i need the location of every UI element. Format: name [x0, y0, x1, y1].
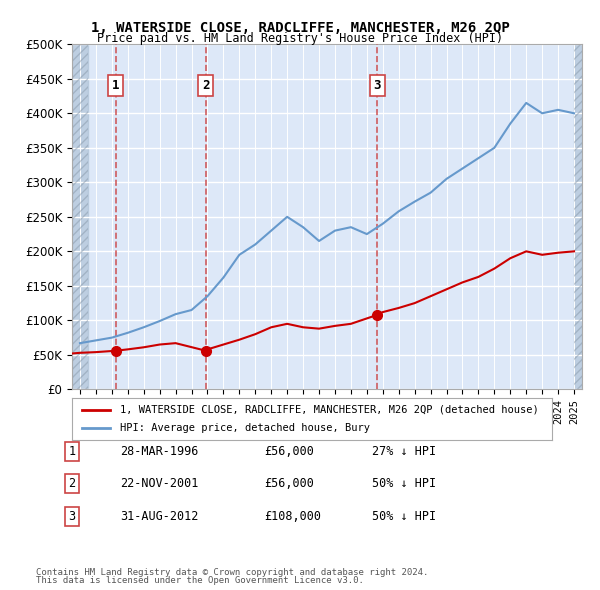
Text: 1, WATERSIDE CLOSE, RADCLIFFE, MANCHESTER, M26 2QP: 1, WATERSIDE CLOSE, RADCLIFFE, MANCHESTE…: [91, 21, 509, 35]
Text: 1: 1: [112, 79, 119, 92]
Text: 50% ↓ HPI: 50% ↓ HPI: [372, 477, 436, 490]
Text: Price paid vs. HM Land Registry's House Price Index (HPI): Price paid vs. HM Land Registry's House …: [97, 32, 503, 45]
Text: 1: 1: [68, 445, 76, 458]
Text: HPI: Average price, detached house, Bury: HPI: Average price, detached house, Bury: [120, 423, 370, 433]
Text: £56,000: £56,000: [264, 477, 314, 490]
Text: 27% ↓ HPI: 27% ↓ HPI: [372, 445, 436, 458]
Text: 31-AUG-2012: 31-AUG-2012: [120, 510, 199, 523]
Text: 3: 3: [374, 79, 381, 92]
Text: £56,000: £56,000: [264, 445, 314, 458]
Text: 2: 2: [68, 477, 76, 490]
Text: 2: 2: [202, 79, 209, 92]
Text: Contains HM Land Registry data © Crown copyright and database right 2024.: Contains HM Land Registry data © Crown c…: [36, 568, 428, 577]
Text: This data is licensed under the Open Government Licence v3.0.: This data is licensed under the Open Gov…: [36, 576, 364, 585]
Text: 28-MAR-1996: 28-MAR-1996: [120, 445, 199, 458]
Text: 1, WATERSIDE CLOSE, RADCLIFFE, MANCHESTER, M26 2QP (detached house): 1, WATERSIDE CLOSE, RADCLIFFE, MANCHESTE…: [120, 405, 539, 415]
Text: 3: 3: [68, 510, 76, 523]
Text: 22-NOV-2001: 22-NOV-2001: [120, 477, 199, 490]
Text: £108,000: £108,000: [264, 510, 321, 523]
Bar: [72, 44, 88, 389]
Text: 50% ↓ HPI: 50% ↓ HPI: [372, 510, 436, 523]
Bar: [574, 44, 582, 389]
